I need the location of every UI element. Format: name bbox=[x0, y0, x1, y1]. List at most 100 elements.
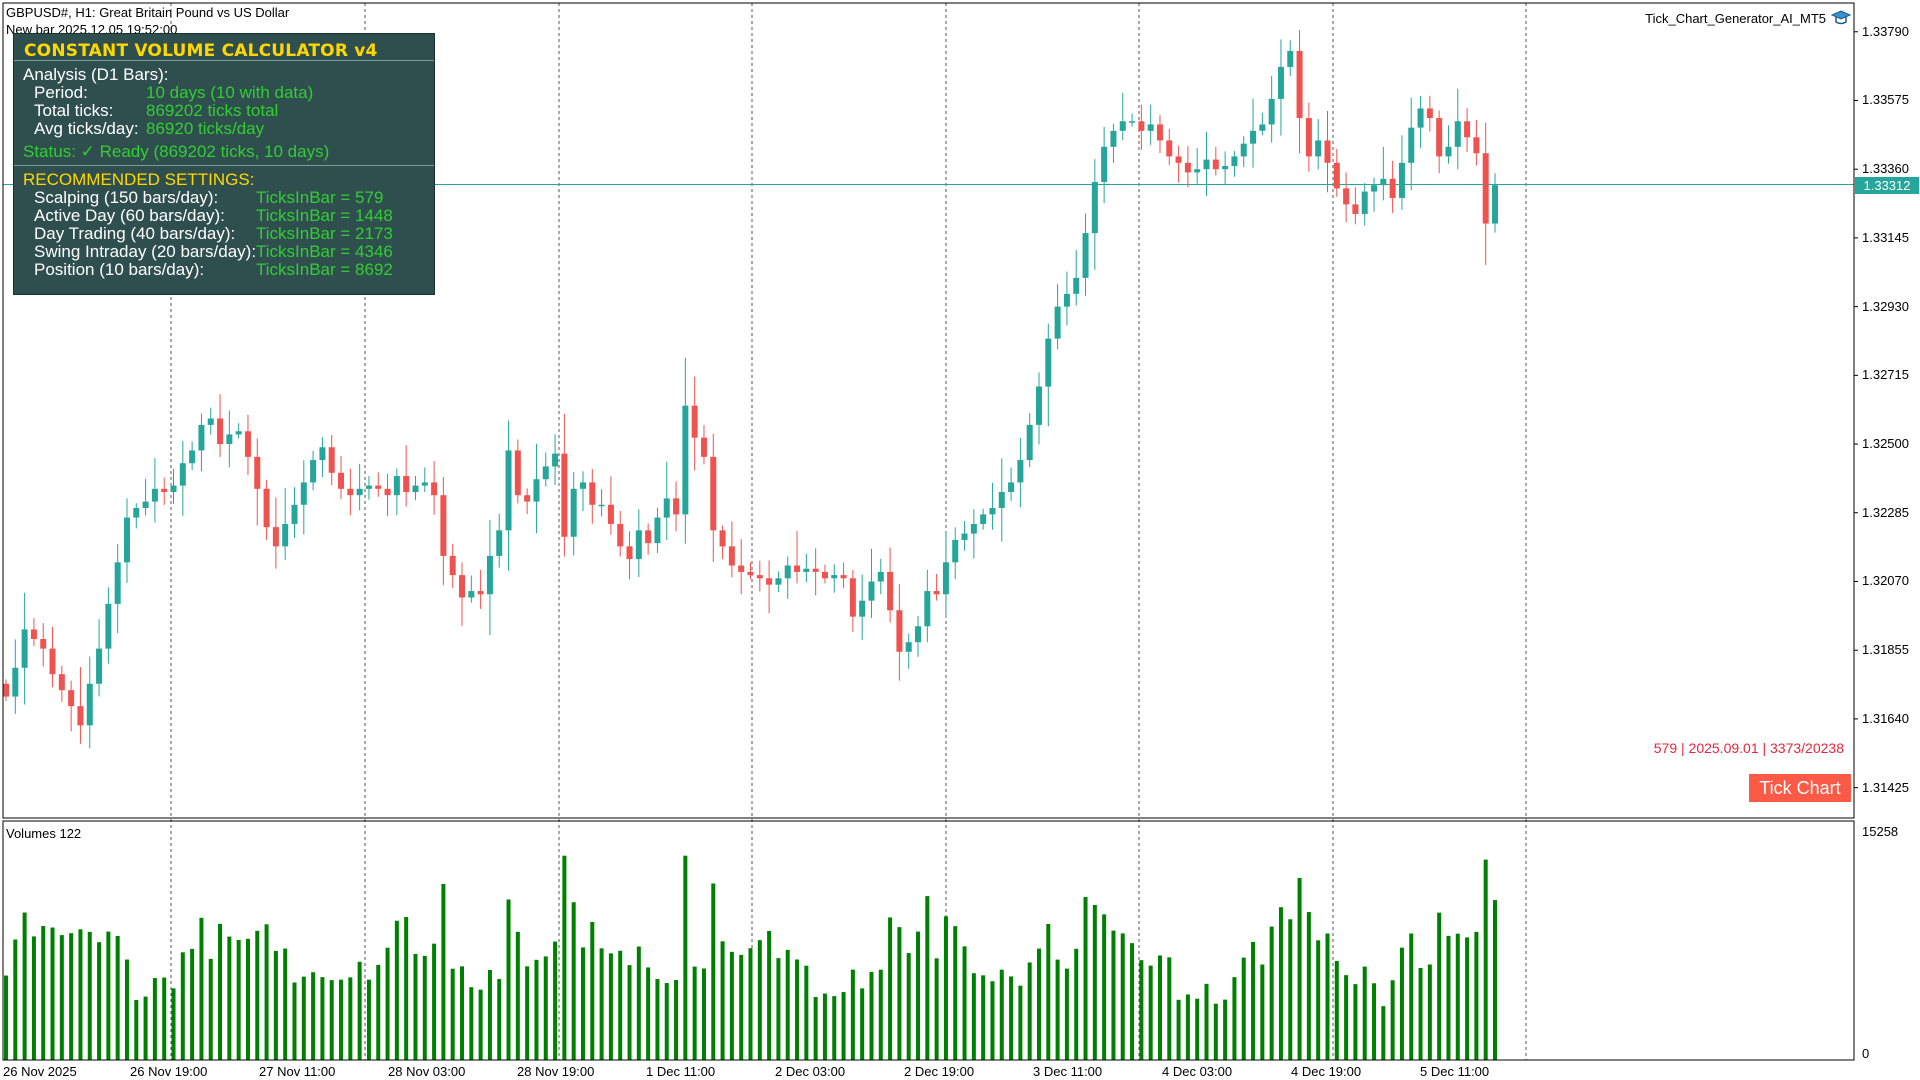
bull-candle bbox=[114, 562, 121, 604]
bear-candle bbox=[756, 575, 763, 579]
bear-candle bbox=[673, 498, 680, 515]
bull-candle bbox=[21, 629, 28, 668]
bear-candle bbox=[1166, 140, 1173, 157]
volume-bar bbox=[1074, 948, 1079, 1060]
bear-candle bbox=[1296, 50, 1303, 119]
volume-bar bbox=[860, 988, 865, 1060]
volume-bar bbox=[1362, 966, 1367, 1060]
graduation-cap-icon[interactable] bbox=[1831, 9, 1851, 27]
bull-candle bbox=[579, 482, 586, 489]
avg-ticks-label: Avg ticks/day: bbox=[34, 119, 139, 138]
volume-bar bbox=[1064, 968, 1069, 1060]
volume-bar bbox=[962, 946, 967, 1060]
volume-bar bbox=[841, 992, 846, 1060]
bull-candle bbox=[496, 530, 503, 556]
bull-candle bbox=[96, 648, 103, 684]
volume-bar bbox=[1334, 961, 1339, 1060]
bull-candle bbox=[1222, 166, 1229, 170]
bear-candle bbox=[933, 591, 940, 595]
bull-candle bbox=[310, 460, 317, 483]
bull-candle bbox=[151, 488, 158, 502]
volume-bar bbox=[571, 902, 576, 1060]
bear-candle bbox=[700, 437, 707, 457]
volume-bar bbox=[450, 968, 455, 1060]
volume-bar bbox=[366, 979, 371, 1060]
bear-candle bbox=[1212, 159, 1219, 170]
time-tick-label: 2 Dec 03:00 bbox=[775, 1064, 846, 1079]
bear-candle bbox=[766, 578, 773, 585]
bear-candle bbox=[1184, 162, 1191, 173]
volume-bar bbox=[580, 947, 585, 1060]
volume-bar bbox=[1269, 926, 1274, 1060]
volume-bar bbox=[1251, 941, 1256, 1060]
volume-bar bbox=[143, 996, 148, 1060]
volume-min-label: 0 bbox=[1862, 1046, 1870, 1061]
price-tick-label: 1.31640 bbox=[1862, 710, 1909, 726]
volume-bar bbox=[1409, 933, 1414, 1060]
volume-bar bbox=[1027, 962, 1032, 1060]
bull-candle bbox=[1054, 306, 1061, 339]
bear-candle bbox=[607, 504, 614, 524]
bull-candle bbox=[1026, 424, 1033, 461]
volume-bar bbox=[1232, 977, 1237, 1060]
bear-candle bbox=[1436, 118, 1443, 157]
bull-candle bbox=[1492, 185, 1498, 224]
constant-volume-calculator-panel: CONSTANT VOLUME CALCULATOR v4 Analysis (… bbox=[13, 33, 435, 295]
volume-bar bbox=[1241, 957, 1246, 1060]
volume-bar bbox=[283, 948, 288, 1060]
time-tick-label: 2 Dec 19:00 bbox=[904, 1064, 975, 1079]
time-tick-label: 28 Nov 03:00 bbox=[388, 1064, 466, 1079]
volume-bar bbox=[115, 935, 120, 1060]
expert-advisor-name[interactable]: Tick_Chart_Generator_AI_MT5 bbox=[1645, 11, 1826, 26]
bear-candle bbox=[431, 482, 438, 496]
volume-bar bbox=[190, 948, 195, 1060]
volume-bar bbox=[1381, 1006, 1386, 1060]
bear-candle bbox=[1473, 137, 1480, 154]
bull-candle bbox=[598, 504, 605, 507]
setting-position-value: TicksInBar = 8692 bbox=[256, 260, 393, 279]
volume-bar bbox=[515, 931, 520, 1060]
volume-bar bbox=[497, 979, 502, 1060]
volume-bar bbox=[1446, 935, 1451, 1060]
bear-candle bbox=[840, 575, 847, 579]
volumes-label: Volumes 122 bbox=[6, 826, 82, 841]
bull-candle bbox=[1147, 124, 1154, 131]
panel-title: CONSTANT VOLUME CALCULATOR v4 bbox=[24, 41, 378, 61]
volume-bar bbox=[534, 959, 539, 1060]
volume-bar bbox=[487, 969, 492, 1060]
bear-candle bbox=[896, 610, 903, 652]
bear-candle bbox=[887, 571, 894, 611]
volume-bar bbox=[31, 936, 36, 1060]
bear-candle bbox=[1138, 121, 1145, 131]
volume-bar bbox=[1120, 933, 1125, 1060]
price-tick-label: 1.32715 bbox=[1862, 367, 1909, 383]
bull-candle bbox=[784, 565, 791, 579]
volume-bar bbox=[1195, 998, 1200, 1060]
volume-bar bbox=[1055, 959, 1060, 1060]
volume-bar bbox=[1474, 931, 1479, 1060]
volume-bar bbox=[720, 941, 725, 1060]
bear-candle bbox=[375, 485, 382, 489]
bull-candle bbox=[1250, 130, 1257, 144]
tick-chart-button[interactable]: Tick Chart bbox=[1749, 774, 1851, 802]
volume-bar bbox=[1102, 914, 1107, 1060]
bear-candle bbox=[217, 418, 224, 445]
bear-candle bbox=[30, 629, 37, 640]
volume-bar bbox=[916, 931, 921, 1060]
bear-candle bbox=[338, 472, 345, 489]
volume-bar bbox=[739, 954, 744, 1060]
volume-bar bbox=[767, 930, 772, 1060]
volume-bar bbox=[404, 917, 409, 1060]
volume-bar bbox=[664, 983, 669, 1060]
bear-candle bbox=[58, 674, 65, 691]
bull-candle bbox=[924, 591, 931, 627]
volume-bar bbox=[1260, 964, 1265, 1060]
bull-candle bbox=[486, 555, 493, 595]
volume-bar bbox=[869, 971, 874, 1060]
volume-bar bbox=[413, 953, 418, 1060]
volume-bar bbox=[674, 980, 679, 1060]
volume-bar bbox=[701, 968, 706, 1060]
volume-bar bbox=[227, 936, 232, 1060]
current-price-label: 1.33312 bbox=[1855, 176, 1919, 194]
